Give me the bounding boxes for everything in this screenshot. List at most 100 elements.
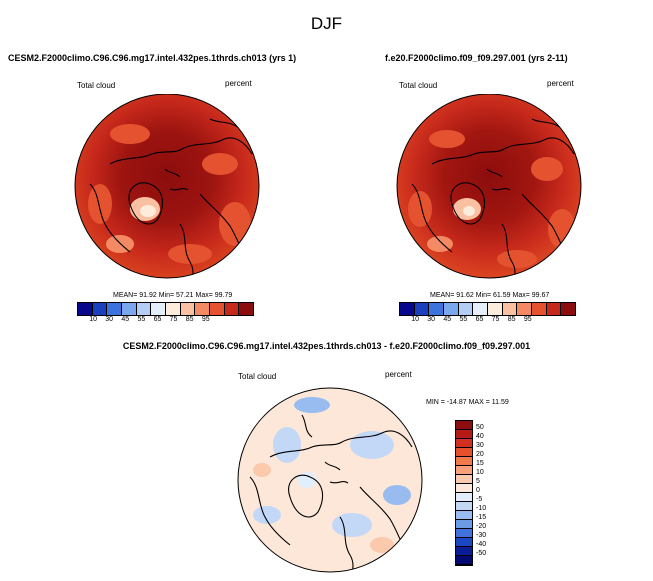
colorbar-tick-label: 20 [476,451,484,458]
colorbar-tick-label: -15 [476,514,487,521]
panel1-patch [88,184,112,224]
colorbar-swatch [456,538,472,547]
colorbar-swatch [456,556,472,565]
panel2-field [397,94,581,278]
colorbar-swatch [92,303,108,315]
colorbar-swatch [414,303,430,315]
panel3-patch [294,397,330,413]
panel1-colorbar-ticks: 10 30 45 55 65 75 85 95 [77,316,254,323]
panel1-patch [110,124,150,144]
colorbar-tick-label: 45 [443,316,452,323]
colorbar-swatch [456,475,472,484]
colorbar-swatch [122,303,137,315]
panel1-polar-map [74,94,260,279]
colorbar-tick-label: 40 [476,433,484,440]
colorbar-swatch [180,303,196,315]
colorbar-swatch [166,303,181,315]
colorbar-tick-label: 55 [137,316,146,323]
panel3-field [238,388,422,572]
panel3-patch [297,472,317,488]
panel1-map-border [74,94,260,279]
panel2-units-label: percent [547,79,574,88]
colorbar-swatch [210,303,225,315]
colorbar-swatch [532,303,547,315]
panel3-patch [332,513,372,537]
panel2-patch [408,191,432,227]
colorbar-tick-label: 10 [476,469,484,476]
panel3-stats: MIN = -14.87 MAX = 11.59 [426,399,509,406]
colorbar-tick-label: 65 [475,316,484,323]
colorbar-swatch [456,484,472,493]
panel1-patch [219,202,251,246]
panel2-coastlines [411,118,575,278]
colorbar-swatch [456,439,472,448]
panel2-colorbar-ticks: 10 30 45 55 65 75 85 95 [399,316,576,323]
panel1-units-label: percent [225,79,252,88]
colorbar-swatch [456,502,472,511]
colorbar-swatch [400,303,415,315]
panel2-title: f.e20.F2000climo.f09_f09.297.001 (yrs 2-… [385,53,568,63]
colorbar-tick-label: 45 [121,316,130,323]
panel3-variable-label: Total cloud [238,372,277,381]
panel3-colorbar-ticks: 50 40 30 20 15 10 5 0 -5 -10 -15 -20 -30 -40 -50 [476,420,506,566]
colorbar-tick-label: 95 [201,316,210,323]
panel3-title: CESM2.F2000climo.C96.C96.mg17.intel.432p… [122,341,531,351]
colorbar-tick-label: 10 [411,316,419,323]
colorbar-swatch [456,466,472,475]
colorbar-tick-label: 15 [476,460,484,467]
colorbar-swatch [458,303,474,315]
panel3-colorbar [455,420,473,566]
panel2-patch [531,157,563,181]
panel2-patch [429,130,465,148]
colorbar-tick-label: 85 [507,316,516,323]
colorbar-swatch [456,547,472,556]
panel3-map-border [237,387,423,573]
colorbar-swatch [456,493,472,502]
panel1-stats: MEAN= 91.92 Min= 57.21 Max= 99.79 [113,292,233,299]
colorbar-tick-label: 30 [105,316,114,323]
colorbar-tick-label: 85 [185,316,194,323]
panel1-variable-label: Total cloud [77,81,116,90]
colorbar-swatch [561,303,576,315]
panel3-patch [253,463,271,477]
panel2-colorbar [399,302,576,316]
colorbar-swatch [517,303,533,315]
colorbar-swatch [78,303,93,315]
panel3-patch [253,506,281,524]
panel2-patch [497,250,537,268]
colorbar-swatch [136,303,152,315]
colorbar-swatch [502,303,518,315]
panel2-patch [548,209,576,249]
colorbar-tick-label: -20 [476,523,487,530]
colorbar-swatch [456,457,472,466]
colorbar-tick-label: -50 [476,550,487,557]
colorbar-tick-label: 5 [476,478,480,485]
colorbar-swatch [456,529,472,538]
panel2-map-border [396,94,582,279]
colorbar-tick-label: 55 [459,316,468,323]
colorbar-swatch [456,430,472,439]
panel2-variable-label: Total cloud [399,81,438,90]
colorbar-tick-label: 75 [491,316,500,323]
colorbar-swatch [473,303,489,315]
panel2-greenland-core [463,206,475,216]
panel3-patch [383,485,411,505]
panel1-coastlines [89,118,253,278]
panel3-patch [273,427,301,463]
panel1-greenland-core [140,205,156,217]
panel2-polar-map [396,94,582,279]
colorbar-swatch [107,303,123,315]
colorbar-swatch [546,303,562,315]
panel3-patch [350,431,394,459]
colorbar-tick-label: 65 [153,316,162,323]
colorbar-tick-label: 0 [476,487,480,494]
colorbar-swatch [224,303,240,315]
colorbar-swatch [456,448,472,457]
colorbar-swatch [195,303,211,315]
colorbar-swatch [456,511,472,520]
colorbar-swatch [151,303,167,315]
colorbar-swatch [488,303,503,315]
colorbar-swatch [444,303,459,315]
colorbar-tick-label: 75 [169,316,178,323]
colorbar-tick-label: 30 [427,316,436,323]
